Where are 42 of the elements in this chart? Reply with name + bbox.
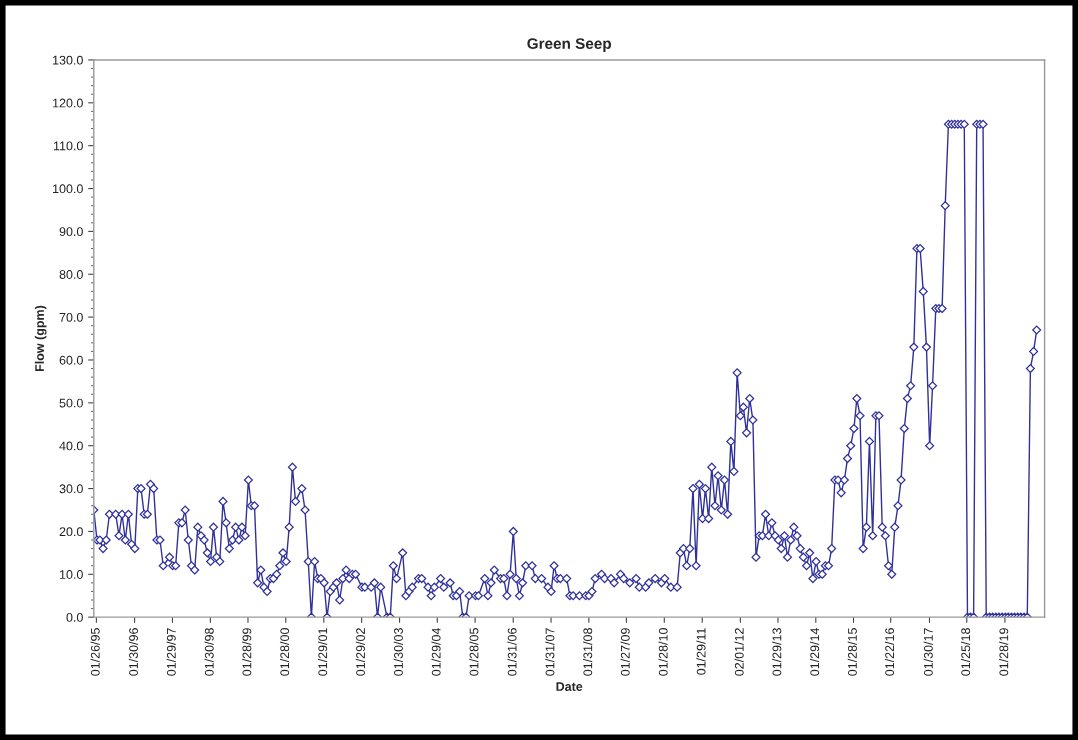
x-tick-label: 01/28/15	[847, 628, 857, 676]
y-tick-label: 110.0	[53, 141, 83, 151]
x-tick-label: 01/28/05	[469, 628, 479, 676]
x-tick-label: 01/29/11	[696, 628, 706, 675]
y-tick-label: 80.0	[59, 270, 83, 279]
x-tick-label: 01/28/10	[658, 628, 668, 676]
y-tick-label: 120.0	[53, 98, 83, 108]
x-tick-label: 01/22/16	[884, 628, 895, 676]
x-tick-label: 01/25/18	[960, 628, 971, 676]
chart-title: Green Seep	[527, 38, 612, 52]
y-tick-label: 100.0	[53, 184, 83, 194]
x-tick-label: 01/30/98	[204, 628, 214, 676]
x-tick-label: 01/28/19	[999, 628, 1009, 676]
y-tick-label: 0.0	[66, 612, 83, 622]
x-tick-label: 01/30/17	[923, 628, 933, 676]
x-axis-title: Date	[556, 682, 583, 691]
x-tick-label: 01/27/09	[620, 628, 630, 676]
x-tick-label: 01/29/13	[772, 628, 782, 676]
x-tick-label: 01/31/06	[507, 628, 517, 676]
x-tick-label: 01/29/14	[809, 627, 820, 676]
x-tick-label: 02/01/12	[734, 628, 744, 676]
x-tick-label: 01/31/08	[583, 628, 593, 676]
y-axis-title: Flow (gpm)	[34, 305, 47, 372]
y-tick-label: 40.0	[59, 441, 83, 451]
x-tick-label: 01/28/00	[279, 628, 290, 676]
x-tick-label: 01/29/04	[431, 627, 441, 676]
x-tick-label: 01/29/97	[166, 628, 176, 676]
x-tick-label: 01/28/99	[242, 628, 252, 676]
x-tick-label: 01/30/03	[393, 628, 403, 676]
x-tick-label: 01/30/96	[128, 628, 138, 676]
y-tick-label: 60.0	[59, 355, 83, 365]
y-tick-label: 130.0	[53, 55, 83, 65]
y-tick-label: 50.0	[59, 398, 83, 408]
x-tick-label: 01/29/01	[317, 628, 328, 676]
y-tick-label: 90.0	[59, 227, 83, 237]
y-tick-label: 70.0	[59, 312, 83, 322]
y-tick-label: 20.0	[59, 527, 83, 537]
x-tick-label: 01/31/07	[545, 628, 555, 676]
x-tick-label: 01/26/95	[90, 628, 100, 676]
y-tick-label: 10.0	[60, 570, 83, 579]
x-tick-label: 01/29/02	[355, 628, 365, 676]
y-tick-label: 30.0	[59, 484, 83, 494]
